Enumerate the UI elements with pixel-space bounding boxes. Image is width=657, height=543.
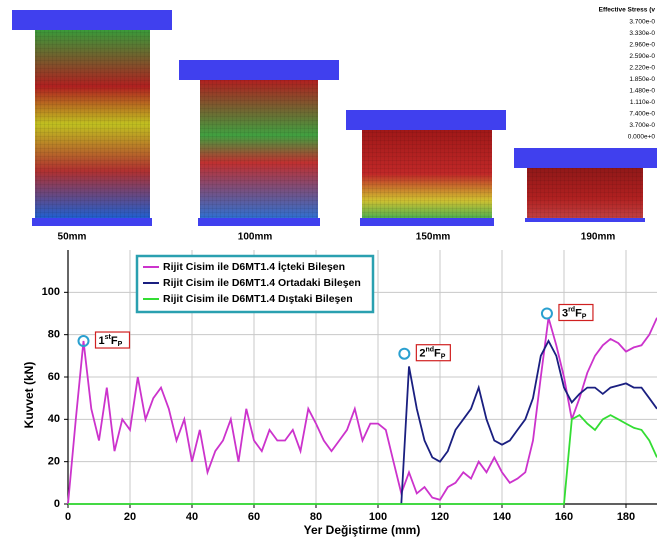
figure: 50mm 100mm 150mm 190mm Effective Stress … <box>0 0 657 538</box>
y-tick-label: 80 <box>48 329 60 341</box>
annotation-part: nd <box>425 347 434 354</box>
x-tick-label: 60 <box>248 511 260 523</box>
panel-label: 100mm <box>238 232 273 243</box>
legend-label: Rijit Cisim ile D6MT1.4 Dıştaki Bileşen <box>163 293 353 305</box>
peak-marker <box>542 309 552 319</box>
x-tick-label: 100 <box>369 511 387 523</box>
x-tick-label: 80 <box>310 511 322 523</box>
x-tick-label: 0 <box>65 511 71 523</box>
x-tick-label: 40 <box>186 511 198 523</box>
mesh <box>362 130 492 218</box>
scale-label: 3.700e-0 <box>629 19 655 26</box>
scale-label: 3.700e-0 <box>629 122 655 129</box>
y-tick-label: 100 <box>42 286 60 298</box>
annotation-part: rd <box>568 306 575 313</box>
panel-label: 50mm <box>58 232 87 243</box>
x-tick-label: 120 <box>431 511 449 523</box>
series-line <box>68 318 657 504</box>
y-tick-label: 60 <box>48 371 60 383</box>
mesh <box>35 30 150 218</box>
scale-label: 1.850e-0 <box>629 76 655 83</box>
y-tick-label: 40 <box>48 413 60 425</box>
scale-label: 2.960e-0 <box>629 42 655 49</box>
mesh <box>527 168 643 218</box>
plate <box>12 10 172 30</box>
plate <box>198 218 320 226</box>
panel-label: 190mm <box>581 232 616 243</box>
legend-label: Rijit Cisim ile D6MT1.4 İçteki Bileşen <box>163 260 345 273</box>
scale-label: 3.330e-0 <box>629 30 655 37</box>
y-tick-label: 20 <box>48 456 60 468</box>
plate <box>346 110 506 130</box>
x-tick-label: 160 <box>555 511 573 523</box>
scale-label: 7.400e-0 <box>629 111 655 118</box>
y-axis-label: Kuvvet (kN) <box>22 362 36 429</box>
annotation-part: P <box>582 313 587 320</box>
plate <box>32 218 152 226</box>
scale-label: 0.000e+0 <box>628 134 656 141</box>
legend-label: Rijit Cisim ile D6MT1.4 Ortadaki Bileşen <box>163 277 361 289</box>
series-line <box>68 415 657 504</box>
x-tick-label: 20 <box>124 511 136 523</box>
x-axis-label: Yer Değiştirme (mm) <box>304 523 421 537</box>
x-tick-label: 180 <box>617 511 635 523</box>
plate <box>525 218 645 222</box>
plate <box>360 218 494 226</box>
scale-label: 2.220e-0 <box>629 65 655 72</box>
scale-label: 2.590e-0 <box>629 53 655 60</box>
annotation-part: P <box>118 341 123 348</box>
peak-marker <box>399 349 409 359</box>
mesh <box>200 80 318 218</box>
plate <box>514 148 657 168</box>
annotation-part: P <box>441 354 446 361</box>
panel-label: 150mm <box>416 232 451 243</box>
deformation-images: 50mm 100mm 150mm 190mm Effective Stress … <box>12 7 657 243</box>
x-tick-label: 140 <box>493 511 511 523</box>
y-tick-label: 0 <box>54 498 60 510</box>
scale-label: 1.110e-0 <box>630 99 656 106</box>
scale-label: 1.480e-0 <box>629 88 655 95</box>
scale-title: Effective Stress (v <box>599 7 656 14</box>
plate <box>179 60 339 80</box>
